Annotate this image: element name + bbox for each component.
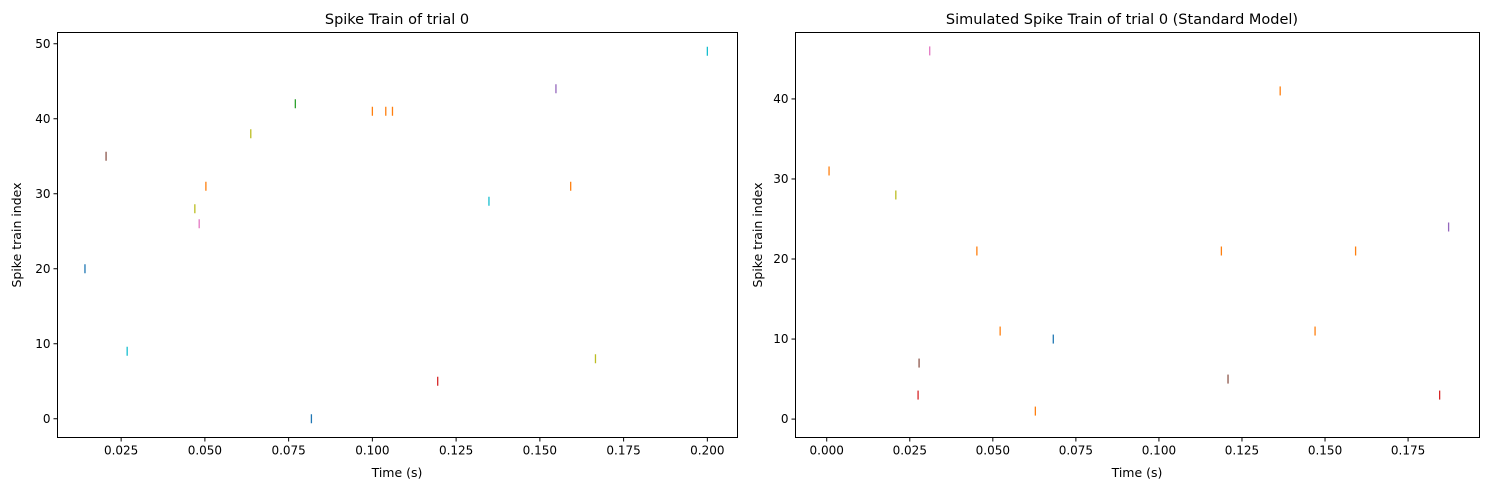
y-tick-label: 20 [35,262,50,276]
x-tick-label: 0.075 [271,444,305,458]
y-tick-label: 0 [781,412,789,426]
spike-marks [84,46,709,424]
x-tick-label: 0.075 [1059,444,1093,458]
chart-title: Spike Train of trial 0 [325,12,469,28]
x-tick-label: 0.125 [1225,444,1259,458]
x-axis-ticks: 0.025 0.050 0.075 0.100 0.125 0.150 0.175 0.200 [104,437,725,458]
y-tick-label: 20 [773,252,788,266]
x-axis-label: Time (s) [1111,465,1163,480]
x-axis-label: Time (s) [371,465,423,480]
x-tick-label: 0.000 [810,444,844,458]
plot-area-frame [57,32,738,438]
y-tick-label: 50 [35,37,50,51]
x-tick-label: 0.025 [893,444,927,458]
chart-title: Simulated Spike Train of trial 0 (Standa… [946,12,1298,28]
y-tick-label: 40 [35,112,50,126]
y-axis-label: Spike train index [750,182,765,287]
x-tick-label: 0.150 [1308,444,1342,458]
x-tick-label: 0.200 [690,444,724,458]
x-tick-label: 0.050 [976,444,1010,458]
x-tick-label: 0.100 [355,444,389,458]
chart-panel-simulated: Simulated Spike Train of trial 0 (Standa… [750,12,1480,480]
y-tick-label: 30 [35,187,50,201]
x-tick-label: 0.150 [523,444,557,458]
spike-marks [828,46,1450,416]
x-tick-label: 0.175 [606,444,640,458]
x-tick-label: 0.175 [1391,444,1425,458]
plot-area-frame [795,32,1480,438]
y-tick-label: 40 [773,92,788,106]
x-tick-label: 0.125 [439,444,473,458]
chart-panel-original: Spike Train of trial 0 0.025 0.050 0.075 0.… [9,12,738,480]
x-tick-label: 0.100 [1142,444,1176,458]
x-tick-label: 0.050 [188,444,222,458]
y-tick-label: 10 [35,337,50,351]
x-tick-label: 0.025 [104,444,138,458]
y-tick-label: 0 [43,412,51,426]
y-tick-label: 10 [773,332,788,346]
x-axis-ticks: 0.000 0.025 0.050 0.075 0.100 0.125 0.150 0.175 [810,437,1425,458]
y-axis-ticks: 0 10 20 30 40 [773,92,796,426]
y-axis-ticks: 0 10 20 30 40 50 [35,37,58,426]
y-tick-label: 30 [773,172,788,186]
y-axis-label: Spike train index [9,182,24,287]
